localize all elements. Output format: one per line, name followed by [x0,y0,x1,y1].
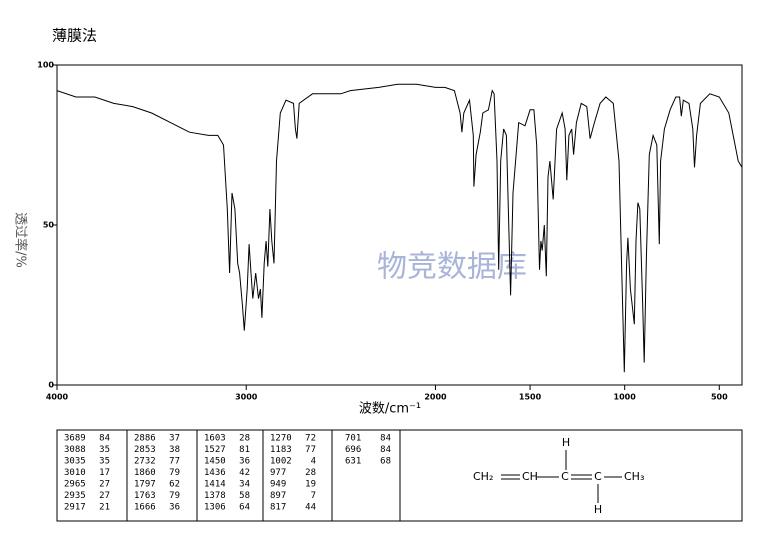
peak-wavenumber: 1527 [204,445,226,455]
peak-transmittance: 35 [99,457,110,467]
peak-transmittance: 35 [99,445,110,455]
peak-wavenumber: 3035 [64,457,86,467]
peak-wavenumber: 1436 [204,468,226,478]
y-axis-label: 透过率/% [13,212,29,268]
atom-label: CH₃ [624,470,644,483]
peak-wavenumber: 1270 [270,434,292,444]
peak-transmittance: 77 [305,445,316,455]
peak-wavenumber: 701 [345,434,361,444]
peak-transmittance: 36 [169,503,180,513]
peak-transmittance: 58 [239,491,250,501]
peak-wavenumber: 2732 [134,457,156,467]
x-axis-label: 波数/cm⁻¹ [359,402,421,417]
x-tick-label: 4000 [46,393,69,402]
peak-wavenumber: 1797 [134,480,156,490]
peak-transmittance: 81 [239,445,250,455]
peak-wavenumber: 897 [270,491,286,501]
peak-transmittance: 84 [380,434,391,444]
peak-transmittance: 84 [99,434,110,444]
y-tick-label: 50 [43,221,55,230]
peak-transmittance: 84 [380,445,391,455]
peak-transmittance: 28 [305,468,316,478]
peak-wavenumber: 2965 [64,480,86,490]
peak-transmittance: 27 [99,491,110,501]
peak-wavenumber: 2935 [64,491,86,501]
plot-frame [56,64,743,386]
peak-transmittance: 62 [169,480,180,490]
peak-transmittance: 72 [305,434,316,444]
x-tick-label: 1000 [614,393,637,402]
atom-label: C [561,470,569,483]
y-tick-label: 100 [37,61,54,70]
peak-wavenumber: 1414 [204,480,226,490]
peak-wavenumber: 1183 [270,445,292,455]
peak-wavenumber: 1306 [204,503,226,513]
peak-transmittance: 37 [169,434,180,444]
atom-label: CH [522,470,538,483]
peak-transmittance: 68 [380,457,391,467]
atom-label: CH₂ [473,470,493,483]
peak-wavenumber: 1763 [134,491,156,501]
peak-transmittance: 17 [99,468,110,478]
peak-transmittance: 64 [239,503,250,513]
peak-wavenumber: 631 [345,457,361,467]
peak-transmittance: 21 [99,503,110,513]
peak-transmittance: 27 [99,480,110,490]
peak-transmittance: 38 [169,445,180,455]
peak-wavenumber: 696 [345,445,361,455]
peak-wavenumber: 3689 [64,434,86,444]
x-tick-label: 500 [711,393,728,402]
atom-label: H [594,503,602,516]
chart-title: 薄膜法 [52,27,97,45]
peak-transmittance: 19 [305,480,316,490]
watermark: 物竞数据库 [377,250,527,285]
peak-wavenumber: 1666 [134,503,156,513]
peak-transmittance: 36 [239,457,250,467]
peak-wavenumber: 977 [270,468,286,478]
peak-transmittance: 42 [239,468,250,478]
peak-transmittance: 4 [311,457,316,467]
peak-wavenumber: 3088 [64,445,86,455]
peak-wavenumber: 1450 [204,457,226,467]
peak-wavenumber: 1378 [204,491,226,501]
structure-bonds [501,450,622,503]
x-tick-label: 2000 [424,393,447,402]
peak-wavenumber: 1860 [134,468,156,478]
x-tick-label: 1500 [519,393,542,402]
peak-wavenumber: 2917 [64,503,86,513]
peak-wavenumber: 2886 [134,434,156,444]
peak-transmittance: 28 [239,434,250,444]
atom-label: C [594,470,602,483]
peak-transmittance: 7 [311,491,316,501]
spectrum-line [56,83,743,373]
peak-transmittance: 34 [239,480,250,490]
peak-wavenumber: 2853 [134,445,156,455]
x-tick-label: 3000 [235,393,258,402]
peak-wavenumber: 817 [270,503,286,513]
peak-wavenumber: 1603 [204,434,226,444]
peak-transmittance: 79 [169,468,180,478]
table-dividers [126,430,401,521]
peak-transmittance: 44 [305,503,316,513]
peak-wavenumber: 949 [270,480,286,490]
atom-label: H [562,436,570,449]
y-tick-label: 0 [48,381,54,390]
peak-transmittance: 77 [169,457,180,467]
peak-transmittance: 79 [169,491,180,501]
peak-wavenumber: 3010 [64,468,86,478]
peak-wavenumber: 1002 [270,457,292,467]
